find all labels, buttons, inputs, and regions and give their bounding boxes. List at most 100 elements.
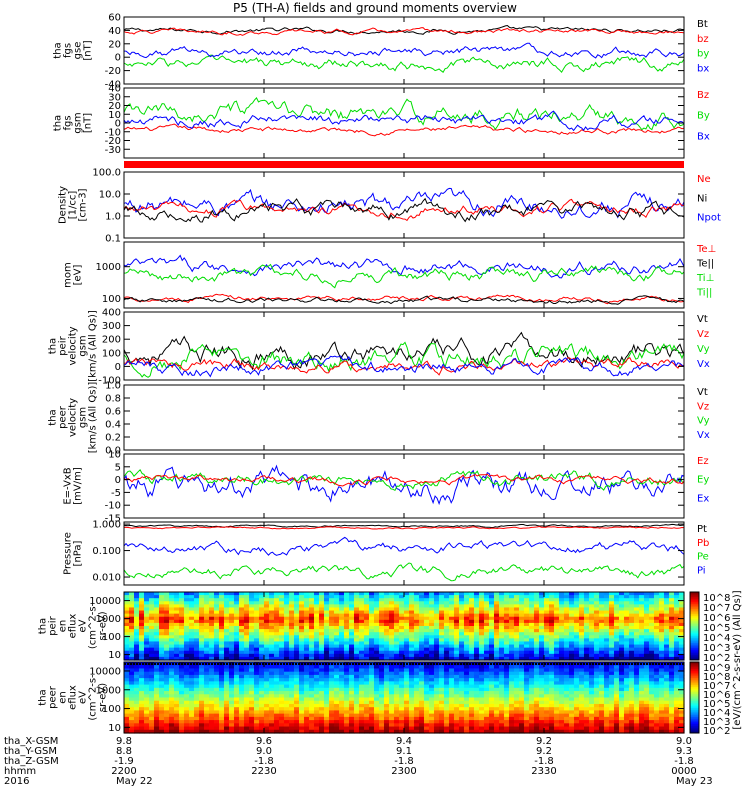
spectrogram-cell	[634, 607, 640, 612]
spectrogram-cell	[479, 613, 485, 618]
spectrogram-cell	[339, 671, 345, 676]
spectrogram-cell	[644, 650, 650, 655]
spectrogram-cell	[224, 707, 230, 712]
spectrogram-cell	[219, 687, 225, 692]
spectrogram-cell	[424, 650, 430, 655]
spectrogram-cell	[324, 713, 330, 718]
spectrogram-cell	[329, 716, 335, 721]
spectrogram-cell	[199, 697, 205, 702]
series-density-Ni	[123, 197, 685, 223]
spectrogram-cell	[294, 668, 300, 673]
spectrogram-cell	[184, 626, 190, 630]
spectrogram-cell	[589, 604, 595, 609]
spectrogram-cell	[229, 616, 235, 621]
spectrogram-cell	[239, 703, 245, 708]
spectrogram-cell	[214, 691, 220, 695]
spectrogram-cell	[484, 707, 490, 712]
spectrogram-cell	[194, 700, 200, 705]
spectrogram-cell	[389, 592, 395, 596]
spectrogram-cell	[319, 707, 325, 712]
spectrogram-cell	[564, 613, 570, 618]
spectrogram-cell	[524, 647, 530, 652]
spectrogram-cell	[469, 720, 475, 724]
spectrogram-cell	[489, 729, 495, 734]
spectrogram-cell	[574, 622, 580, 627]
spectrogram-cell	[329, 656, 335, 661]
spectrogram-cell	[524, 641, 530, 646]
spectrogram-cell	[459, 607, 465, 612]
spectrogram-cell	[439, 644, 445, 649]
spectrogram-cell	[204, 697, 210, 702]
spectrogram-cell	[224, 716, 230, 721]
spectrogram-cell	[189, 710, 195, 715]
spectrogram-cell	[209, 613, 215, 618]
spectrogram-cell	[349, 674, 355, 679]
spectrogram-cell	[534, 598, 540, 602]
spectrogram-cell	[144, 650, 150, 655]
spectrogram-cell	[269, 678, 275, 682]
spectrogram-cell	[519, 638, 525, 643]
spectrogram-cell	[299, 703, 305, 708]
spectrogram-cell	[399, 607, 405, 612]
spectrogram-cell	[429, 635, 435, 639]
spectrogram-cell	[539, 610, 545, 615]
series-density-Ne	[123, 198, 685, 222]
spectrogram-cell	[434, 697, 440, 702]
y-axis-label-line: (cm^2-s-	[88, 602, 99, 649]
spectrogram-cell	[454, 697, 460, 702]
spectrogram-cell	[184, 726, 190, 731]
spectrogram-cell	[594, 697, 600, 702]
spectrogram-cell	[499, 671, 505, 676]
spectrogram-cell	[354, 674, 360, 679]
spectrogram-cell	[144, 592, 150, 596]
spectrogram-cell	[594, 687, 600, 692]
spectrogram-cell	[669, 616, 675, 621]
spectrogram-cell	[459, 671, 465, 676]
spectrogram-cell	[384, 656, 390, 661]
spectrogram-cell	[619, 650, 625, 655]
y-axis-label-line: sr-eV)	[98, 611, 109, 640]
spectrogram-cell	[659, 613, 665, 618]
spectrogram-cell	[504, 681, 510, 686]
spectrogram-cell	[414, 681, 420, 686]
spectrogram-cell	[309, 644, 315, 649]
spectrogram-cell	[239, 671, 245, 676]
spectrogram-cell	[394, 697, 400, 702]
spectrogram-cell	[514, 726, 520, 731]
spectrogram-cell	[634, 610, 640, 615]
spectrogram-cell	[154, 619, 160, 624]
spectrogram-cell	[199, 713, 205, 718]
spectrogram-cell	[359, 641, 365, 646]
spectrogram-cell	[454, 598, 460, 602]
spectrogram-cell	[549, 723, 555, 728]
spectrogram-cell	[454, 671, 460, 676]
spectrogram-cell	[629, 635, 635, 639]
spectrogram-cell	[324, 641, 330, 646]
spectrogram-cell	[554, 707, 560, 712]
spectrogram-cell	[144, 598, 150, 602]
spectrogram-cell	[294, 595, 300, 599]
spectrogram-cell	[534, 653, 540, 658]
spectrogram-cell	[264, 622, 270, 627]
spectrogram-cell	[289, 707, 295, 712]
y-tick-label: 400	[102, 308, 121, 319]
spectrogram-cell	[369, 622, 375, 627]
spectrogram-cell	[349, 684, 355, 689]
spectrogram-cell	[489, 726, 495, 731]
y-axis-label-pressure: Pressure [nPa]	[63, 532, 84, 575]
colorbar-swatch	[690, 610, 699, 613]
spectrogram-cell	[634, 641, 640, 646]
spectrogram-cell	[409, 665, 415, 670]
spectrogram-cell	[234, 681, 240, 686]
spectrogram-cell	[269, 622, 275, 627]
spectrogram-cell	[189, 626, 195, 630]
spectrogram-cell	[459, 650, 465, 655]
spectrogram-cell	[594, 610, 600, 615]
spectrogram-cell	[209, 716, 215, 721]
spectrogram-cell	[244, 647, 250, 652]
spectrogram-cell	[554, 601, 560, 605]
spectrogram-cell	[194, 716, 200, 721]
spectrogram-cell	[549, 613, 555, 618]
spectrogram-cell	[634, 656, 640, 661]
spectrogram-cell	[599, 703, 605, 708]
